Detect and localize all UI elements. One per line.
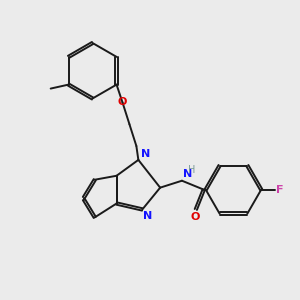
Text: N: N <box>141 149 151 159</box>
Text: N: N <box>143 212 153 221</box>
Text: F: F <box>276 184 284 195</box>
Text: O: O <box>118 98 127 107</box>
Text: O: O <box>190 212 200 222</box>
Text: N: N <box>183 169 192 179</box>
Text: H: H <box>188 165 196 175</box>
